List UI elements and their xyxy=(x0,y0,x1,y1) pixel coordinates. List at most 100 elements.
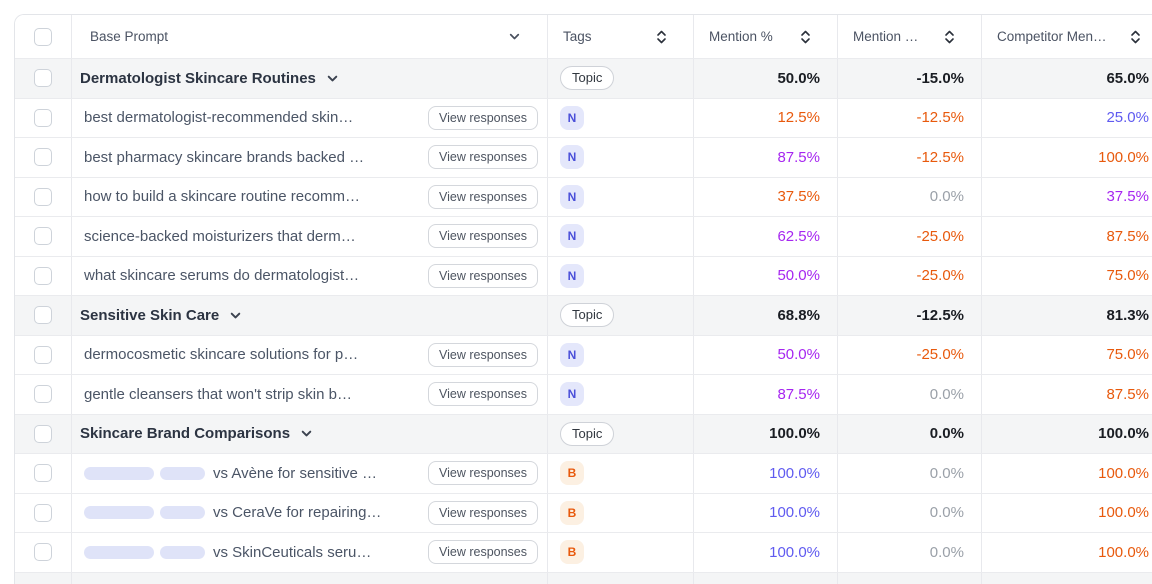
mention-pct-cell: 100.0% xyxy=(694,493,838,532)
column-label: Base Prompt xyxy=(90,29,169,44)
column-label: Mention % xyxy=(709,29,773,44)
column-header-competitor-mention[interactable]: Competitor Men… xyxy=(982,15,1152,58)
base-prompt-cell: what skincare serums do dermatologist… Vi… xyxy=(72,256,548,295)
group-title[interactable]: Sensitive Skin Care xyxy=(80,306,220,324)
mention-pct-cell: 12.5% xyxy=(694,98,838,137)
row-checkbox[interactable] xyxy=(34,187,52,206)
base-prompt-cell: Dermatologist Skincare Routines xyxy=(72,59,548,98)
row-checkbox[interactable] xyxy=(34,424,52,443)
metric-value: 0.0% xyxy=(929,188,964,206)
column-header-tags[interactable]: Tags xyxy=(548,15,694,58)
row-checkbox[interactable] xyxy=(34,108,52,127)
tags-cell: N xyxy=(548,177,694,216)
tag-badge: B xyxy=(560,540,584,565)
view-responses-button[interactable]: View responses xyxy=(427,184,538,209)
tag-badge: B xyxy=(560,461,584,486)
tag-badge: N xyxy=(560,382,584,407)
mention-delta-cell: 0.0% xyxy=(838,493,982,532)
redacted-text-placeholder xyxy=(160,545,205,559)
column-header-mention-delta[interactable]: Mention … xyxy=(838,15,982,58)
competitor-mention-cell: 100.0% xyxy=(982,415,1152,454)
base-prompt-cell: vs SkinCeuticals seru… View responses xyxy=(72,533,548,572)
row-checkbox[interactable] xyxy=(34,503,52,522)
base-prompt-cell: best pharmacy skincare brands backed … Vi… xyxy=(72,138,548,177)
column-header-mention-pct[interactable]: Mention % xyxy=(694,15,838,58)
prompt-row: science-backed moisturizers that derm… Vi… xyxy=(15,217,1152,257)
view-responses-button[interactable]: View responses xyxy=(427,500,538,525)
metric-value: -25.0% xyxy=(916,227,964,245)
tag-badge: B xyxy=(560,500,584,525)
group-title[interactable]: Skincare Brand Comparisons xyxy=(80,425,291,443)
prompt-row: dermocosmetic skincare solutions for p… V… xyxy=(15,335,1152,375)
prompt-text: science-backed moisturizers that derm… xyxy=(84,227,356,245)
column-header-base-prompt[interactable]: Base Prompt xyxy=(72,15,548,58)
tag-badge: N xyxy=(560,184,584,209)
competitor-mention-cell: 100.0% xyxy=(982,494,1152,533)
view-responses-button[interactable]: View responses xyxy=(427,105,538,130)
row-checkbox[interactable] xyxy=(34,148,52,167)
base-prompt-cell: best dermatologist-recommended skin… View… xyxy=(72,98,548,137)
metric-value: 87.5% xyxy=(1106,227,1149,245)
metric-value: 0.0% xyxy=(929,425,964,443)
tags-cell: B xyxy=(548,493,694,532)
row-select-cell xyxy=(15,572,72,584)
mention-pct-cell xyxy=(694,572,838,584)
metric-value: 87.5% xyxy=(777,385,820,403)
view-responses-button[interactable]: View responses xyxy=(427,540,538,565)
metric-value: 0.0% xyxy=(929,385,964,403)
competitor-mention-cell: 75.0% xyxy=(982,336,1152,375)
group-title[interactable]: Dermatologist Skincare Routines xyxy=(80,69,316,87)
chevron-down-icon[interactable] xyxy=(300,427,313,440)
metric-value: 25.0% xyxy=(1106,109,1149,127)
prompt-row: best pharmacy skincare brands backed … Vi… xyxy=(15,138,1152,178)
prompt-row: best dermatologist-recommended skin… View… xyxy=(15,98,1152,138)
metric-value: 100.0% xyxy=(769,543,820,561)
group-row: Sensitive Skin Care Topic 68.8% -12.5% 81.3% xyxy=(15,296,1152,336)
topic-badge: Topic xyxy=(560,303,615,328)
competitor-mention-cell xyxy=(982,573,1152,584)
row-select-cell xyxy=(15,533,72,572)
row-select-cell xyxy=(15,177,72,216)
tag-badge: N xyxy=(560,342,584,367)
row-checkbox[interactable] xyxy=(34,345,52,364)
sort-icon[interactable] xyxy=(1130,29,1141,45)
tags-cell: N xyxy=(548,98,694,137)
mention-pct-cell: 50.0% xyxy=(694,335,838,374)
prompt-row: how to build a skincare routine recomm… V… xyxy=(15,177,1152,217)
chevron-down-icon[interactable] xyxy=(508,30,521,43)
base-prompt-cell: Sensitive Skin Care xyxy=(72,296,548,335)
base-prompt-cell: gentle cleansers that won't strip skin b… xyxy=(72,375,548,414)
row-checkbox[interactable] xyxy=(34,385,52,404)
base-prompt-cell: dermocosmetic skincare solutions for p… V… xyxy=(72,335,548,374)
prompt-text: best pharmacy skincare brands backed … xyxy=(84,148,365,166)
row-checkbox[interactable] xyxy=(34,266,52,285)
row-checkbox[interactable] xyxy=(34,227,52,246)
row-checkbox[interactable] xyxy=(34,69,52,88)
select-all-checkbox[interactable] xyxy=(34,27,52,46)
tags-cell: N xyxy=(548,138,694,177)
chevron-down-icon[interactable] xyxy=(326,72,339,85)
metric-value: -12.5% xyxy=(916,109,964,127)
table-body: Dermatologist Skincare Routines Topic 50.0… xyxy=(15,59,1152,584)
sort-icon[interactable] xyxy=(944,29,955,45)
view-responses-button[interactable]: View responses xyxy=(427,224,538,249)
metric-value: 0.0% xyxy=(929,464,964,482)
mention-pct-cell: 100.0% xyxy=(694,454,838,493)
view-responses-button[interactable]: View responses xyxy=(427,342,538,367)
view-responses-button[interactable]: View responses xyxy=(427,263,538,288)
mention-pct-cell: 50.0% xyxy=(694,59,838,98)
view-responses-button[interactable]: View responses xyxy=(427,145,538,170)
sort-icon[interactable] xyxy=(656,29,667,45)
row-checkbox[interactable] xyxy=(34,464,52,483)
mention-delta-cell: 0.0% xyxy=(838,454,982,493)
partial-row xyxy=(15,572,1152,584)
column-label: Competitor Men… xyxy=(997,29,1107,44)
row-checkbox[interactable] xyxy=(34,306,52,325)
mention-delta-cell: 0.0% xyxy=(838,533,982,572)
sort-icon[interactable] xyxy=(800,29,811,45)
topic-badge: Topic xyxy=(560,421,615,446)
view-responses-button[interactable]: View responses xyxy=(427,461,538,486)
row-checkbox[interactable] xyxy=(34,543,52,562)
view-responses-button[interactable]: View responses xyxy=(427,382,538,407)
chevron-down-icon[interactable] xyxy=(229,309,242,322)
